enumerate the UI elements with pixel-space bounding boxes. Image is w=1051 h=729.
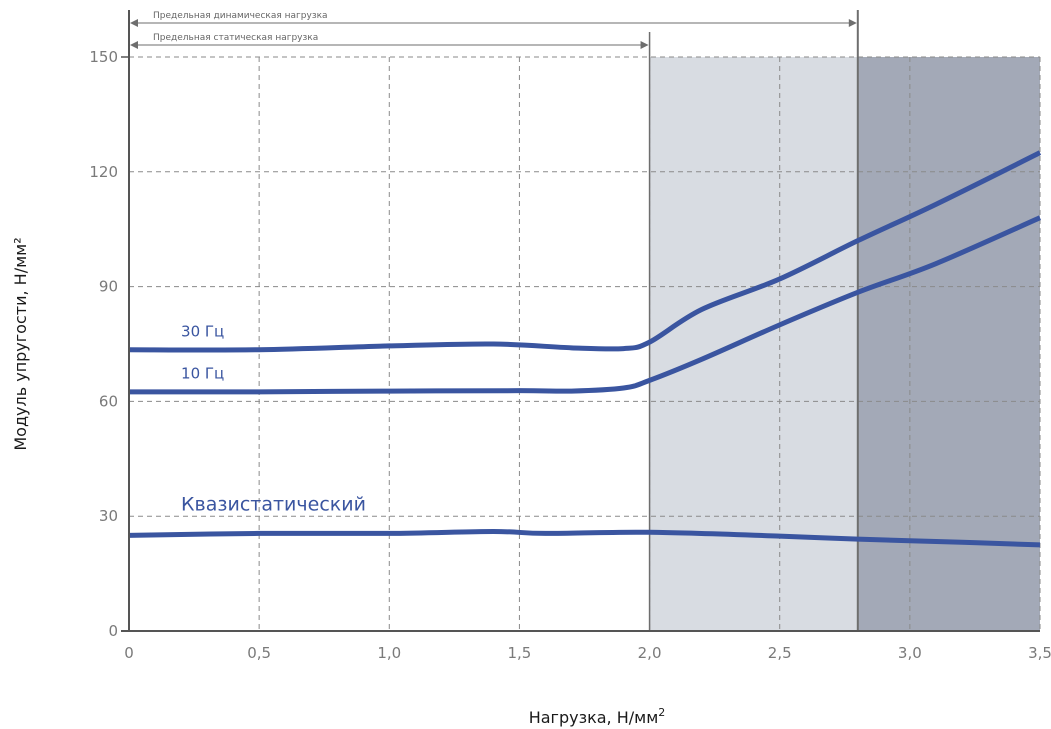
y-tick-label: 120 [89,163,118,181]
y-axis-title: Модуль упругости, Н/мм² [11,237,30,450]
series-label-3: Квазистатический [181,493,366,515]
x-axis-title-superscript: 2 [658,706,665,719]
x-tick-label: 3,5 [1028,644,1051,662]
x-tick-label: 1,0 [377,644,401,662]
y-tick-label: 0 [108,622,118,640]
axes [121,10,1040,632]
arrow-right-icon [848,19,857,27]
arrow-left-icon [130,19,138,27]
series-line-1 [128,150,1042,353]
x-tick-label: 0 [124,644,134,662]
arrow-right-icon [640,41,649,49]
x-tick-label: 3,0 [898,644,922,662]
limit-label: Предельная динамическая нагрузка [153,11,328,21]
load-region-2 [857,57,1040,631]
x-tick-label: 0,5 [247,644,271,662]
x-axis-title: Нагрузка, Н/мм2 [529,706,666,727]
series-label-1: 30 Гц [181,322,224,340]
chart-labels: 30 Гц 10 Гц Квазистатический 0 30 60 90 120 150 0… [11,48,1051,727]
series-line-2 [128,215,1042,395]
series-label-2: 10 Гц [181,364,224,382]
x-tick-label: 1,5 [507,644,531,662]
x-tick-label: 2,0 [638,644,662,662]
y-tick-label: 60 [99,392,118,410]
series-line-3 [128,529,1041,548]
x-tick-label: 2,5 [768,644,792,662]
series-lines [128,150,1042,548]
arrow-left-icon [130,41,138,49]
y-tick-label: 30 [99,507,118,525]
y-tick-label: 150 [89,48,118,66]
y-tick-label: 90 [99,278,118,296]
load-limits: Предельная динамическая нагрузка Предельн… [130,10,859,631]
limit-label: Предельная статическая нагрузка [153,33,318,43]
